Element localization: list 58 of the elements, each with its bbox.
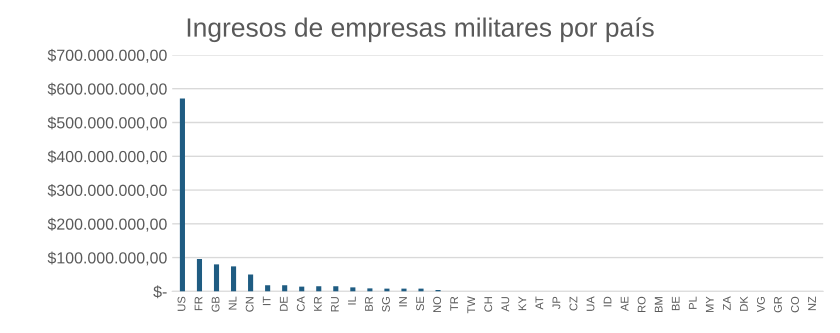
- x-tick-label: DK: [740, 296, 748, 311]
- bar: [214, 264, 220, 292]
- x-tick-label: ID: [604, 296, 612, 306]
- x-tick-label: DE: [280, 296, 288, 311]
- y-tick-label: $500.000.000,00: [48, 116, 167, 130]
- chart-title: Ingresos de empresas militares por país: [188, 17, 654, 42]
- x-tick-label: BE: [672, 296, 680, 310]
- bar: [180, 98, 185, 292]
- bar: [418, 288, 424, 292]
- y-tick-label: $200.000.000,00: [48, 218, 167, 232]
- y-tick-label: $600.000.000,00: [48, 82, 167, 97]
- x-tick-label: JP: [552, 296, 560, 310]
- x-tick-label: US: [178, 296, 186, 311]
- x-tick-label: NL: [228, 296, 236, 310]
- x-tick-label: CN: [246, 297, 254, 312]
- x-tick-label: CZ: [570, 296, 578, 310]
- x-tick-label: IN: [399, 297, 407, 306]
- x-tick-label: TW: [467, 296, 476, 314]
- bar: [299, 286, 304, 292]
- x-tick-label: SG: [382, 297, 390, 312]
- bar: [248, 274, 254, 292]
- x-tick-label: AU: [501, 297, 510, 312]
- x-tick-label: MY: [706, 296, 714, 312]
- x-tick-label: RU: [331, 297, 339, 312]
- x-tick-label: CH: [484, 297, 492, 312]
- x-tick-label: IL: [348, 296, 356, 304]
- x-tick-label: UA: [586, 296, 594, 311]
- x-tick-label: NZ: [808, 296, 816, 310]
- x-tick-label: NO: [433, 296, 442, 312]
- x-tick-label: PL: [688, 296, 697, 309]
- x-tick-label: FR: [194, 296, 202, 310]
- x-tick-label: VG: [756, 297, 765, 312]
- x-tick-label: RO: [638, 296, 646, 312]
- x-tick-label: CO: [791, 296, 799, 312]
- x-tick-label: KR: [314, 296, 322, 311]
- bar: [333, 286, 338, 292]
- y-tick-label: $700.000.000,00: [48, 48, 167, 63]
- bar: [401, 288, 407, 292]
- x-tick-label: IT: [262, 296, 271, 306]
- x-tick-label: GB: [212, 296, 220, 312]
- bar: [384, 288, 390, 292]
- bar: [230, 266, 236, 292]
- x-tick-label: ZA: [722, 296, 731, 310]
- x-tick-label: SE: [416, 296, 424, 311]
- y-tick-label: $400.000.000,00: [48, 150, 167, 164]
- x-tick-label: BM: [654, 297, 662, 312]
- x-tick-label: KY: [518, 296, 526, 310]
- x-tick-label: AT: [536, 296, 544, 310]
- x-tick-label: AE: [620, 296, 628, 312]
- y-tick-label: $-: [153, 285, 167, 298]
- x-tick-label: CA: [296, 296, 305, 312]
- x-tick-label: GR: [774, 296, 782, 312]
- bar: [316, 286, 322, 292]
- x-tick-label: BR: [365, 296, 373, 311]
- x-tick-label: TR: [450, 296, 458, 311]
- y-tick-label: $100.000.000,00: [48, 252, 167, 266]
- bar: [196, 258, 202, 292]
- y-tick-label: $300.000.000,00: [48, 184, 167, 198]
